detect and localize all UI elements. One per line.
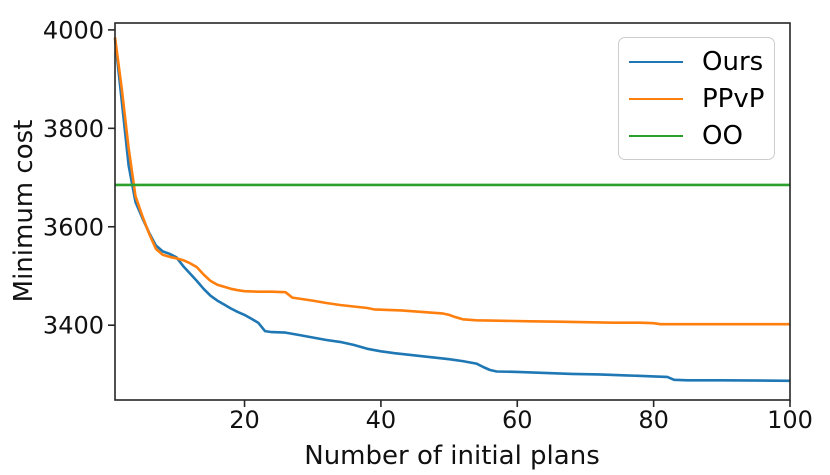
legend-label: Ours — [702, 46, 764, 77]
axes-spines — [114, 22, 791, 401]
y-tick-label: 3600 — [43, 213, 104, 241]
x-tick-label: 100 — [767, 406, 813, 434]
legend-line-swatch-ppvp — [629, 97, 683, 100]
legend-label: PPvP — [702, 83, 765, 114]
legend-item-oo: OO — [619, 118, 774, 154]
legend-label: OO — [702, 120, 743, 151]
legend-line-swatch-ours — [629, 60, 683, 63]
legend: Ours PPvP OO — [618, 37, 775, 160]
x-axis-label: Number of initial plans — [304, 441, 600, 471]
y-axis-label: Minimum cost — [9, 119, 39, 303]
y-tick-label: 3400 — [43, 312, 104, 340]
series-line-ours — [113, 38, 791, 383]
series-line-ppvp — [113, 37, 790, 326]
y-tick-label: 3800 — [43, 115, 104, 143]
y-tick-label: 4000 — [43, 16, 104, 44]
x-tick-label: 60 — [502, 406, 533, 434]
x-tick-label: 40 — [366, 406, 397, 434]
legend-line-swatch-oo — [629, 134, 683, 137]
legend-item-ours: Ours — [619, 44, 774, 80]
x-tick-label: 20 — [229, 406, 260, 434]
legend-item-ppvp: PPvP — [619, 81, 774, 117]
x-tick-label: 80 — [638, 406, 669, 434]
